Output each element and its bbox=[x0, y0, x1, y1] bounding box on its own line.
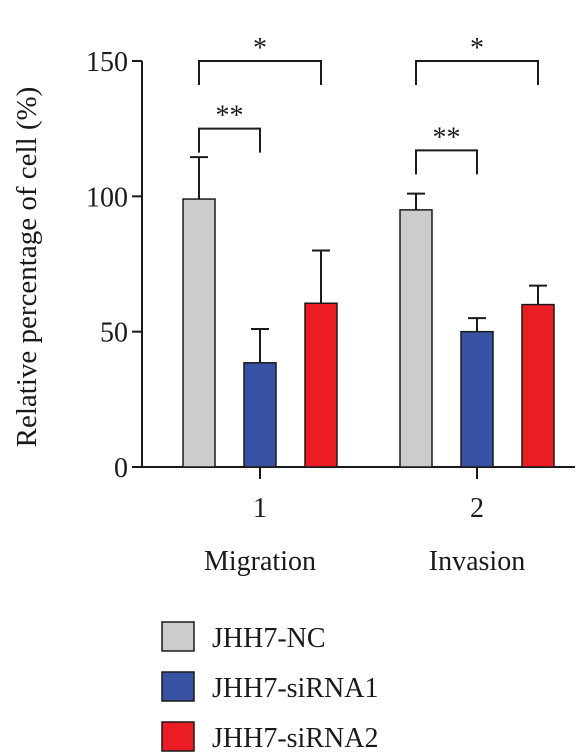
legend-label: JHH7-siRNA2 bbox=[212, 723, 378, 752]
bars bbox=[182, 156, 555, 468]
legend-swatch bbox=[161, 671, 195, 702]
group-label: Migration bbox=[204, 546, 316, 577]
y-tick-label: 50 bbox=[100, 318, 128, 349]
x-tick-label: 1 bbox=[253, 493, 267, 524]
y-tick-label: 100 bbox=[86, 182, 128, 213]
significance-bracket bbox=[415, 149, 478, 175]
x-tick-label: 2 bbox=[470, 493, 484, 524]
bar bbox=[399, 209, 433, 468]
y-axis-label: Relative percentage of cell (%) bbox=[11, 87, 43, 448]
significance-annotations: ****** bbox=[198, 33, 539, 175]
bar bbox=[521, 303, 555, 468]
y-tick-label: 150 bbox=[86, 47, 128, 78]
legend-label: JHH7-NC bbox=[212, 623, 326, 654]
axes: 0 50 100 150 1 Migration 2 Invasion bbox=[86, 47, 575, 577]
bar bbox=[243, 362, 277, 468]
significance-bracket bbox=[198, 127, 261, 153]
significance-bracket bbox=[198, 60, 322, 85]
legend-swatch bbox=[161, 721, 195, 752]
significance-marker: ** bbox=[216, 101, 244, 132]
significance-marker: ** bbox=[433, 122, 461, 153]
significance-marker: * bbox=[470, 33, 484, 64]
bar bbox=[304, 302, 338, 468]
significance-bracket bbox=[415, 60, 539, 85]
y-tick-label: 0 bbox=[114, 453, 128, 484]
legend-label: JHH7-siRNA1 bbox=[212, 673, 378, 704]
significance-marker: * bbox=[253, 33, 267, 64]
bar bbox=[182, 198, 216, 468]
legend: JHH7-NC JHH7-siRNA1 JHH7-siRNA2 bbox=[161, 621, 378, 752]
group-label: Invasion bbox=[429, 546, 525, 577]
bar bbox=[460, 330, 494, 468]
legend-swatch bbox=[161, 621, 195, 652]
